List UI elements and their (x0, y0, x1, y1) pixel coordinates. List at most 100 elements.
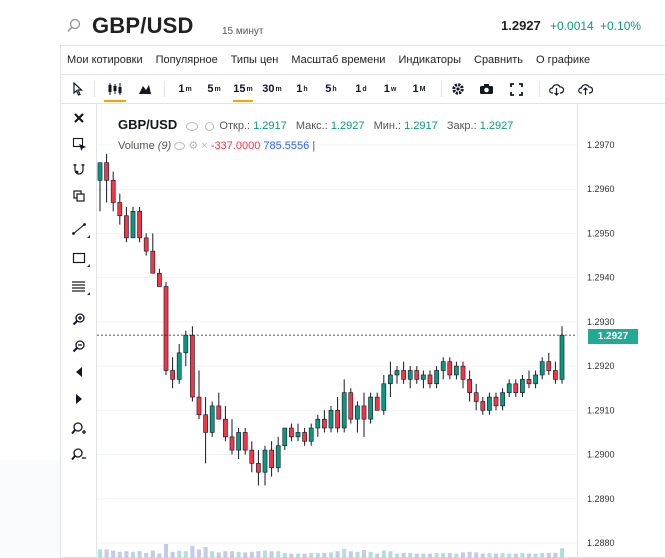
volume-bar (493, 553, 499, 558)
candle (539, 361, 545, 376)
volume-bar (361, 550, 367, 558)
menu-about-chart[interactable]: О графике (536, 54, 591, 66)
download-icon[interactable] (545, 75, 567, 103)
scroll-right-icon[interactable] (61, 387, 96, 411)
candle (454, 365, 459, 376)
text-cursor: | (312, 140, 316, 152)
upload-icon[interactable] (574, 75, 596, 103)
candle (328, 410, 334, 429)
interval-30m[interactable]: 30 m (262, 83, 282, 95)
interval-label: 15 минут (222, 26, 264, 37)
volume-bar (328, 552, 334, 558)
horizontal-lines-icon[interactable] (61, 274, 96, 298)
eye-icon[interactable] (174, 142, 186, 151)
candle (427, 374, 433, 385)
zoom-in-icon[interactable] (61, 307, 96, 331)
volume-label: Volume (118, 140, 155, 152)
divider (94, 81, 95, 97)
zoom-out-icon[interactable] (61, 334, 96, 358)
settings-icon[interactable] (447, 75, 469, 103)
menu-my-quotes[interactable]: Мои котировки (67, 54, 143, 66)
candle (315, 418, 321, 429)
candle (242, 432, 248, 451)
candle (150, 250, 156, 274)
cursor-icon[interactable] (67, 75, 89, 103)
candle (526, 379, 532, 385)
menu-price-types[interactable]: Типы цен (230, 54, 279, 66)
candle (473, 392, 479, 402)
settings-icon[interactable] (205, 121, 215, 131)
close-icon[interactable]: × (201, 140, 208, 152)
volume-bar (289, 553, 294, 558)
volume-bar (447, 553, 452, 558)
candle (124, 215, 129, 239)
volume-bar (124, 551, 129, 558)
candle (322, 418, 327, 429)
volume-bar (474, 552, 479, 558)
candle (434, 370, 439, 385)
price-tick-label: 1.2890 (587, 494, 615, 504)
candle (348, 392, 354, 420)
rectangle-icon[interactable] (61, 246, 96, 270)
scroll-left-icon[interactable] (61, 360, 96, 384)
camera-icon[interactable] (475, 75, 497, 103)
volume-bar (262, 550, 268, 558)
candle (176, 352, 182, 380)
volume-bar (130, 551, 136, 558)
close-icon[interactable] (61, 106, 96, 130)
area-chart-icon[interactable] (133, 75, 157, 103)
volume-bar (507, 553, 512, 558)
candle (335, 410, 340, 429)
menu-time-scale[interactable]: Масштаб времени (291, 54, 386, 66)
volume-bar (302, 553, 307, 558)
candle (97, 162, 103, 181)
volume-bar (375, 553, 380, 558)
menu-compare[interactable]: Сравнить (474, 54, 524, 66)
eye-icon[interactable] (186, 121, 199, 131)
trend-line-icon[interactable] (61, 217, 96, 241)
volume-bar (526, 553, 532, 558)
fullscreen-icon[interactable] (505, 75, 527, 103)
magnet-icon[interactable] (61, 157, 96, 181)
candle (407, 370, 413, 380)
candle (282, 427, 288, 446)
candle (401, 370, 406, 380)
clone-icon[interactable] (61, 184, 96, 208)
candle (110, 180, 116, 203)
settings-icon[interactable]: ⚙ (188, 140, 199, 152)
expand-indicator (87, 292, 90, 295)
volume-bar (414, 553, 419, 558)
candle (170, 370, 175, 380)
chart-menu: Мои котировки Популярное Типы цен Масшта… (61, 46, 597, 74)
price-tick-label: 1.2920 (587, 361, 615, 371)
divider (61, 74, 665, 75)
candle (513, 383, 519, 393)
candle (262, 449, 268, 473)
volume-bar (427, 553, 433, 558)
zoom-out-minus-icon[interactable] (61, 442, 96, 466)
volume-bar (229, 551, 235, 558)
candle (388, 374, 393, 385)
search-icon[interactable] (66, 18, 82, 34)
menu-indicators[interactable]: Индикаторы (398, 54, 461, 66)
candle (249, 449, 255, 464)
candle (157, 272, 162, 287)
volume-bar (177, 550, 182, 558)
remove-drawings-icon[interactable] (61, 132, 96, 156)
zoom-in-plus-icon[interactable] (61, 416, 96, 440)
interval-15m[interactable]: 15 m (230, 75, 256, 103)
price-tick-label: 1.2900 (587, 450, 615, 460)
volume-bar (520, 553, 525, 558)
candles-icon[interactable] (101, 75, 129, 103)
price-chart[interactable]: 1.2970 1.2960 1.2950 1.2940 1.2930 1.2920 1.29… (97, 104, 665, 558)
candle (414, 370, 420, 380)
menu-popular[interactable]: Популярное (155, 54, 218, 66)
volume-bar (467, 551, 472, 558)
